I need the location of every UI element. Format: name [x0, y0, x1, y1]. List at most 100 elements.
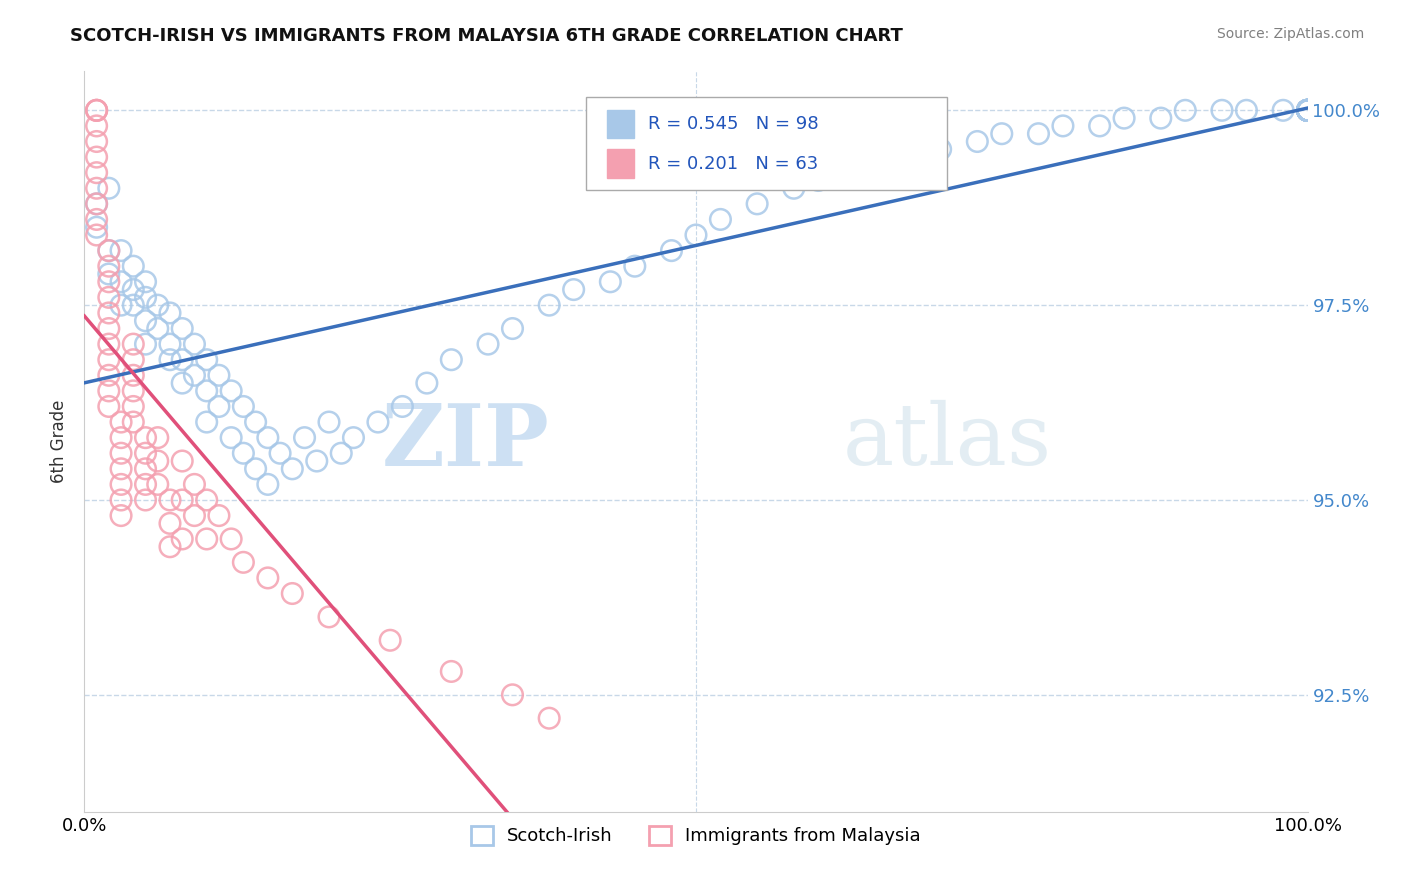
Point	[1296, 103, 1319, 118]
Point	[599, 275, 621, 289]
Point	[1296, 103, 1319, 118]
Point	[477, 337, 499, 351]
Point	[391, 400, 413, 414]
FancyBboxPatch shape	[586, 97, 946, 190]
Point	[86, 220, 108, 235]
Point	[97, 306, 120, 320]
Point	[1296, 103, 1319, 118]
Point	[159, 352, 181, 367]
Point	[305, 454, 328, 468]
Point	[318, 415, 340, 429]
Point	[1114, 111, 1136, 125]
Point	[97, 384, 120, 398]
Point	[146, 321, 169, 335]
Point	[172, 321, 194, 335]
Point	[440, 352, 463, 367]
Point	[97, 290, 120, 304]
Point	[1296, 103, 1319, 118]
Point	[135, 477, 157, 491]
Point	[172, 352, 194, 367]
Point	[146, 431, 169, 445]
Point	[97, 181, 120, 195]
Point	[966, 135, 988, 149]
Point	[709, 212, 731, 227]
Point	[269, 446, 291, 460]
Point	[318, 610, 340, 624]
Point	[208, 508, 231, 523]
Point	[1296, 103, 1319, 118]
Point	[1296, 103, 1319, 118]
Point	[1236, 103, 1258, 118]
Point	[97, 259, 120, 273]
Point	[1296, 103, 1319, 118]
Point	[172, 454, 194, 468]
Point	[1296, 103, 1319, 118]
Point	[86, 103, 108, 118]
Point	[122, 352, 145, 367]
Point	[294, 431, 316, 445]
Point	[122, 368, 145, 383]
Point	[367, 415, 389, 429]
Point	[869, 158, 891, 172]
Point	[110, 415, 132, 429]
Point	[146, 298, 169, 312]
Point	[502, 688, 524, 702]
Point	[97, 400, 120, 414]
Point	[97, 352, 120, 367]
Point	[146, 477, 169, 491]
Point	[110, 462, 132, 476]
Point	[97, 275, 120, 289]
Point	[281, 462, 304, 476]
Point	[122, 400, 145, 414]
Point	[159, 516, 181, 531]
Point	[1296, 103, 1319, 118]
Point	[281, 586, 304, 600]
Point	[1296, 103, 1319, 118]
Point	[1296, 103, 1319, 118]
Point	[86, 212, 108, 227]
Point	[685, 227, 707, 242]
Point	[135, 446, 157, 460]
Point	[135, 275, 157, 289]
Point	[783, 181, 806, 195]
Point	[1296, 103, 1319, 118]
Point	[416, 376, 439, 390]
Text: atlas: atlas	[842, 400, 1052, 483]
Point	[219, 431, 242, 445]
Point	[86, 103, 108, 118]
Point	[97, 267, 120, 281]
Point	[538, 298, 561, 312]
Point	[97, 244, 120, 258]
Point	[257, 431, 280, 445]
Point	[1296, 103, 1319, 118]
Point	[122, 259, 145, 273]
Point	[232, 555, 254, 569]
Point	[183, 368, 205, 383]
Point	[86, 197, 108, 211]
Point	[159, 306, 181, 320]
Point	[208, 368, 231, 383]
Point	[440, 665, 463, 679]
Point	[122, 298, 145, 312]
Point	[245, 415, 267, 429]
Point	[135, 314, 157, 328]
Point	[146, 454, 169, 468]
Text: Source: ZipAtlas.com: Source: ZipAtlas.com	[1216, 27, 1364, 41]
Point	[122, 384, 145, 398]
Point	[183, 337, 205, 351]
Point	[122, 283, 145, 297]
Point	[232, 400, 254, 414]
Text: R = 0.201   N = 63: R = 0.201 N = 63	[648, 154, 818, 172]
Point	[1028, 127, 1050, 141]
Point	[991, 127, 1014, 141]
Bar	[606, 111, 634, 138]
Point	[1296, 103, 1319, 118]
Point	[159, 337, 181, 351]
Point	[195, 493, 218, 508]
Point	[905, 150, 928, 164]
Point	[257, 477, 280, 491]
Point	[747, 197, 769, 211]
Point	[86, 227, 108, 242]
Point	[110, 446, 132, 460]
Point	[844, 166, 866, 180]
